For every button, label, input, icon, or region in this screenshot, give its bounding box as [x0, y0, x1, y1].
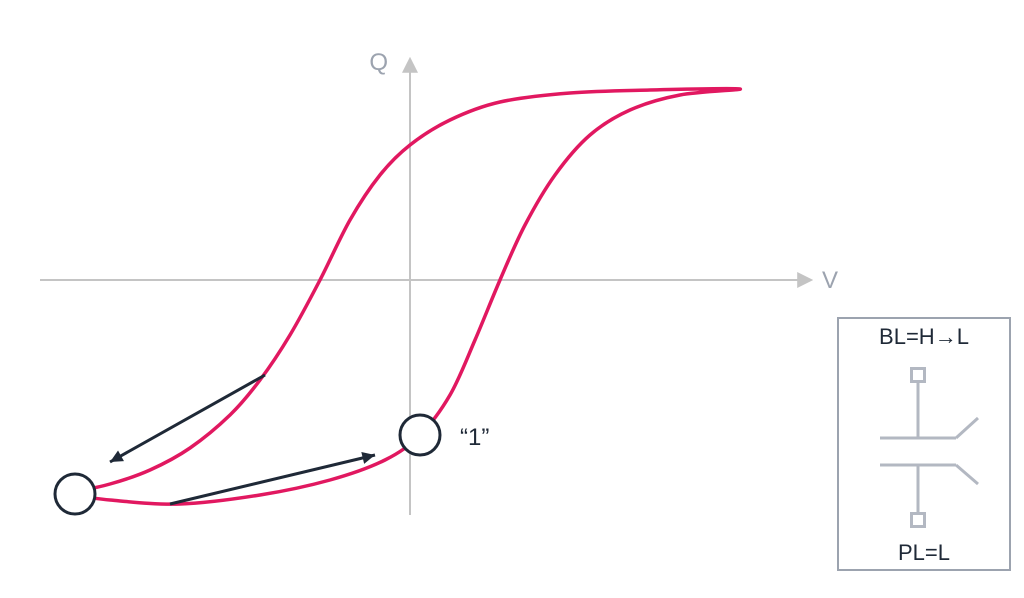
state-points: “1”: [55, 415, 489, 514]
state-label-1: “1”: [460, 424, 489, 451]
circuit-inset: BL=H→L PL=L: [838, 318, 1010, 570]
direction-arrowhead-1: [361, 452, 375, 464]
direction-arrow-1: [170, 455, 375, 504]
figure-root: “1” Q V BL=H→L PL=L: [0, 0, 1024, 598]
y-axis-label: Q: [369, 49, 388, 76]
figure-svg: “1” Q V BL=H→L PL=L: [0, 0, 1024, 598]
direction-arrows: [110, 375, 375, 504]
inset-top-label: BL=H→L: [879, 324, 969, 349]
x-axis-label: V: [822, 267, 838, 294]
state-point-1: [400, 415, 440, 455]
state-point-0: [55, 474, 95, 514]
inset-bottom-label: PL=L: [898, 540, 950, 565]
inset-box: [838, 318, 1010, 570]
